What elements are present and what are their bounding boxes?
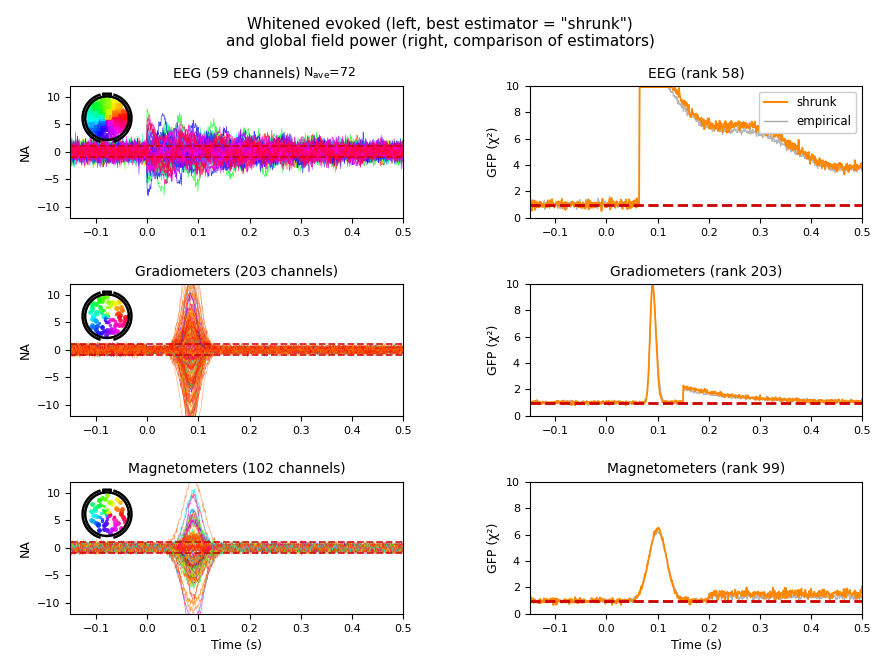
Title: Magnetometers (102 channels): Magnetometers (102 channels)	[128, 463, 346, 477]
Title: Gradiometers (203 channels): Gradiometers (203 channels)	[136, 265, 338, 279]
X-axis label: Time (s): Time (s)	[211, 639, 262, 652]
Y-axis label: GFP (χ²): GFP (χ²)	[488, 325, 501, 375]
Title: Magnetometers (rank 99): Magnetometers (rank 99)	[607, 463, 785, 477]
Title: EEG (59 channels): EEG (59 channels)	[173, 67, 301, 81]
Text: Whitened evoked (left, best estimator = "shrunk")
and global field power (right,: Whitened evoked (left, best estimator = …	[225, 16, 655, 49]
Y-axis label: NA: NA	[18, 341, 32, 359]
Y-axis label: GFP (χ²): GFP (χ²)	[488, 523, 501, 573]
Y-axis label: NA: NA	[18, 539, 32, 557]
Title: EEG (rank 58): EEG (rank 58)	[648, 67, 744, 81]
Y-axis label: GFP (χ²): GFP (χ²)	[488, 127, 501, 177]
Legend: shrunk, empirical: shrunk, empirical	[759, 92, 856, 133]
Y-axis label: NA: NA	[18, 143, 32, 161]
X-axis label: Time (s): Time (s)	[671, 639, 722, 652]
Text: N$_{\mathregular{ave}}$=72: N$_{\mathregular{ave}}$=72	[304, 65, 356, 81]
Title: Gradiometers (rank 203): Gradiometers (rank 203)	[610, 265, 782, 279]
